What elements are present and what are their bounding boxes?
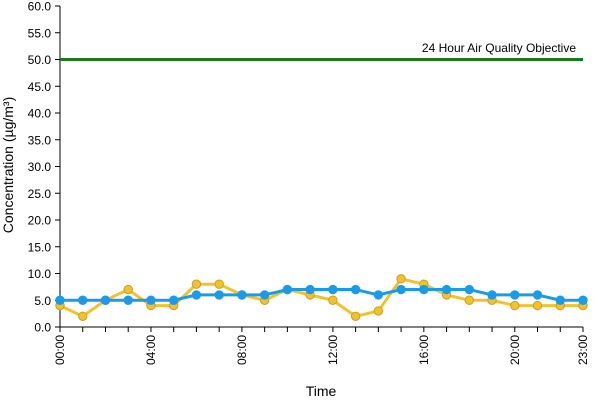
y-tick-label: 5.0 (34, 294, 51, 308)
y-tick-label: 10.0 (28, 267, 52, 281)
y-tick-label: 50.0 (28, 53, 52, 67)
data-point (328, 284, 338, 295)
data-point (168, 295, 179, 305)
data-point (123, 295, 133, 305)
data-point (305, 284, 315, 295)
data-point (55, 295, 65, 305)
y-tick-label: 35.0 (28, 133, 52, 147)
data-point (214, 279, 224, 289)
data-point (328, 295, 338, 305)
x-tick-label: 08:00 (235, 335, 249, 365)
data-point (532, 300, 543, 311)
x-tick-label: 16:00 (417, 335, 431, 365)
data-point (510, 290, 520, 300)
y-tick-label: 15.0 (28, 240, 52, 254)
y-tick-label: 0.0 (34, 321, 51, 335)
data-point (78, 311, 88, 321)
data-point (396, 274, 406, 284)
data-point (464, 284, 475, 295)
data-point (282, 284, 293, 295)
data-point (396, 284, 406, 295)
y-tick-label: 25.0 (28, 187, 52, 201)
series-2 (55, 284, 588, 305)
y-tick-label: 60.0 (28, 0, 52, 14)
y-tick-label: 45.0 (28, 80, 52, 94)
x-tick-label: 00:00 (53, 335, 67, 365)
data-point (259, 290, 270, 300)
data-point (350, 284, 361, 295)
x-axis-title: Time (306, 383, 337, 399)
data-point (78, 295, 88, 305)
series-layer (55, 274, 588, 321)
data-point (373, 306, 384, 316)
data-point (123, 284, 133, 295)
x-tick-label: 23:00 (576, 335, 590, 365)
data-point (373, 290, 384, 300)
data-point (214, 290, 224, 300)
x-tick-label: 04:00 (144, 335, 158, 365)
objective-label: 24 Hour Air Quality Objective (422, 41, 576, 55)
y-tick-label: 20.0 (28, 214, 52, 228)
x-tick-label: 12:00 (326, 335, 340, 365)
data-point (532, 290, 543, 300)
data-point (487, 290, 497, 300)
data-point (578, 295, 588, 305)
series-line (59, 277, 583, 318)
data-point (510, 300, 520, 311)
data-point (419, 284, 429, 295)
data-point (350, 311, 361, 321)
data-point (146, 295, 156, 305)
y-tick-label: 40.0 (28, 107, 52, 121)
axes: 0.0 5.0 10.0 15.0 20.0 25.0 30.0 35.0 40.0 45.0 50… (28, 0, 590, 365)
data-point (191, 279, 202, 289)
x-tick-label: 20:00 (508, 335, 522, 365)
y-tick-label: 55.0 (28, 26, 52, 40)
data-point (441, 284, 452, 295)
labels-layer: Time Concentration (µg/m³) 24 Hour Air Q… (0, 41, 576, 399)
series-1 (55, 274, 588, 321)
y-axis-title: Concentration (µg/m³) (0, 97, 16, 233)
data-point (100, 295, 111, 305)
data-point (237, 290, 247, 300)
data-point (464, 295, 475, 305)
y-tick-label: 30.0 (28, 160, 52, 174)
data-point (191, 290, 202, 300)
data-point (555, 295, 565, 305)
